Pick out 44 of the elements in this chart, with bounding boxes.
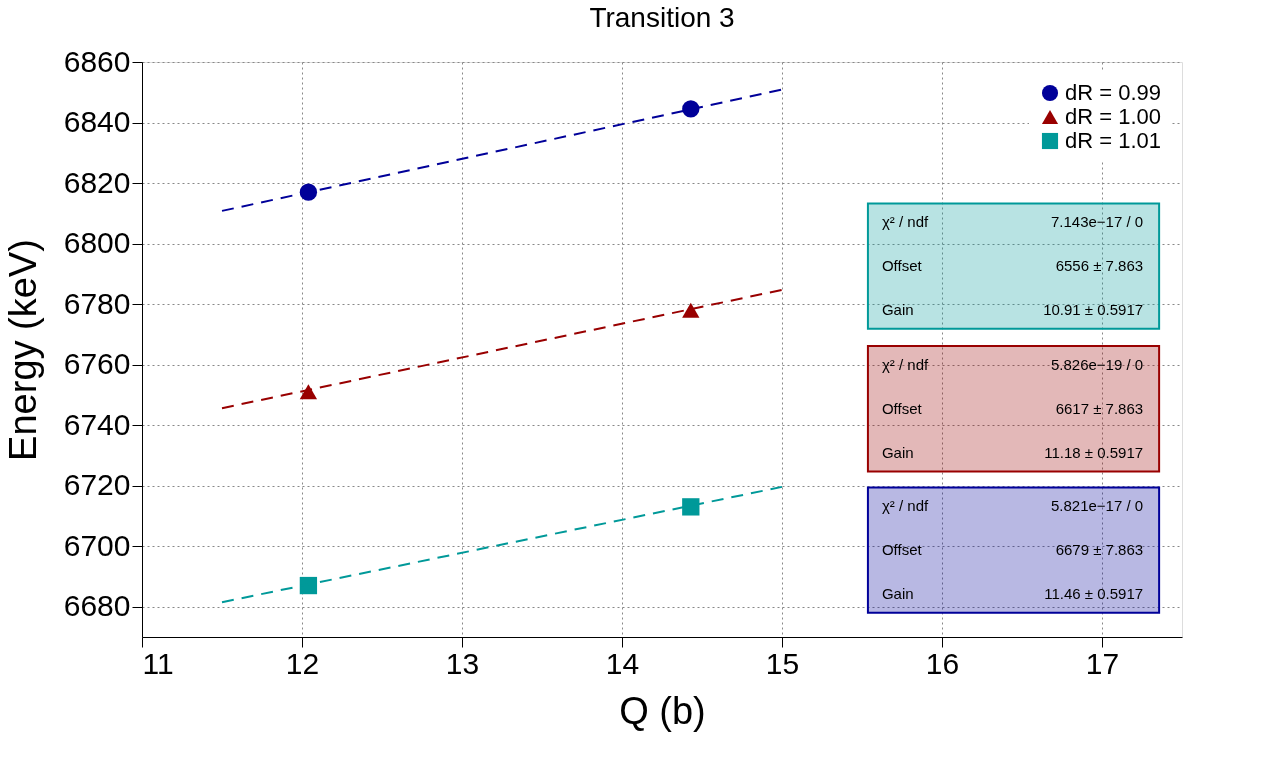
y-tick-label: 6780 — [63, 286, 131, 320]
annotation: χ² / ndf — [881, 355, 929, 373]
x-tick-label: 14 — [605, 646, 640, 680]
annotation: 6679 ± 7.863 — [1055, 541, 1144, 559]
y-tick-label: 6740 — [63, 407, 131, 441]
x-axis-title: Q (b) — [619, 689, 706, 732]
y-tick-label: 6700 — [63, 528, 131, 562]
y-tick-label: 6820 — [63, 165, 131, 199]
point — [682, 498, 700, 516]
y-tick-label: 6840 — [63, 105, 131, 139]
point — [682, 302, 700, 318]
annotation: 11.18 ± 0.5917 — [1044, 443, 1144, 461]
annotation: Offset — [881, 257, 923, 275]
legend-label: dR = 1.00 — [1065, 104, 1162, 129]
annotation: 11.46 ± 0.5917 — [1044, 585, 1144, 603]
y-tick-label: 6800 — [63, 226, 131, 260]
x-tick-label: 11 — [142, 646, 174, 680]
annotation: χ² / ndf — [881, 497, 929, 515]
x-tick-label: 13 — [445, 646, 480, 680]
y-axis-title: Energy (keV) — [1, 239, 44, 461]
y-tick-label: 6720 — [63, 468, 131, 502]
annotation: 5.821e−17 / 0 — [1050, 497, 1144, 515]
annotation: Offset — [881, 399, 923, 417]
legend-label: dR = 0.99 — [1065, 80, 1162, 105]
y-tick-label: 6760 — [63, 347, 131, 381]
annotation: 7.143e−17 / 0 — [1050, 213, 1144, 231]
y-tick-label: 6680 — [63, 589, 131, 623]
annotation: 5.826e−19 / 0 — [1050, 355, 1144, 373]
chart-title: Transition 3 — [589, 2, 735, 33]
x-tick-label: 16 — [925, 646, 960, 680]
annotation: Gain — [881, 585, 914, 603]
x-tick-label: 17 — [1085, 646, 1120, 680]
annotation: Gain — [881, 443, 914, 461]
annotation: Gain — [881, 301, 914, 318]
point — [682, 100, 700, 118]
annotation: χ² / ndf — [881, 213, 929, 231]
x-tick-label: 15 — [765, 646, 800, 680]
legend-label: dR = 1.01 — [1065, 128, 1162, 153]
annotation: 6556 ± 7.863 — [1055, 257, 1144, 275]
annotation: 6617 ± 7.863 — [1055, 399, 1144, 417]
annotation: 10.91 ± 0.5917 — [1043, 301, 1144, 318]
x-tick-label: 12 — [285, 646, 320, 680]
annotation: Offset — [881, 541, 923, 559]
y-tick-label: 6860 — [63, 44, 131, 78]
